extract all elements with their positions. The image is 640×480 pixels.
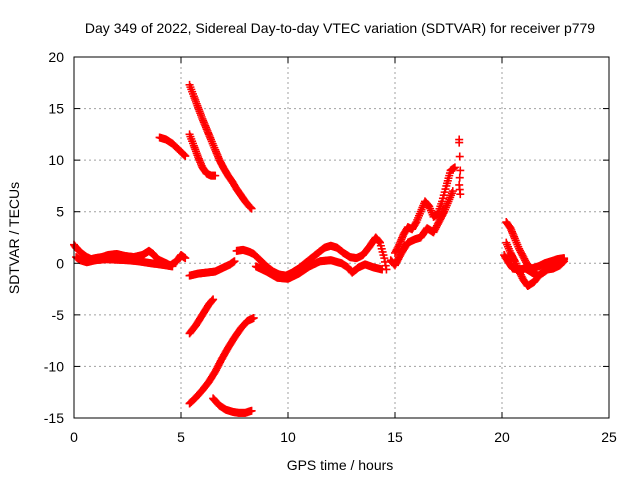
data-point <box>181 254 190 263</box>
data-point <box>247 406 256 415</box>
series-arc-5.4-17 <box>185 80 256 213</box>
chart-title: Day 349 of 2022, Sidereal Day-to-day VTE… <box>85 20 595 36</box>
y-tick-label: 10 <box>48 152 64 168</box>
x-tick-label: 0 <box>70 429 78 445</box>
data-point <box>448 187 457 196</box>
x-tick-label: 15 <box>387 429 403 445</box>
data-point <box>439 209 448 218</box>
grid-layer <box>74 57 609 418</box>
series-baseline-7.6-14.6 <box>232 233 391 280</box>
data-layer <box>70 80 569 417</box>
series-baseline-8.5-low <box>251 256 387 283</box>
x-axis-label: GPS time / hours <box>287 457 394 473</box>
series-baseline-0-low <box>72 253 177 271</box>
y-tick-label: -5 <box>52 307 65 323</box>
data-point <box>211 171 220 180</box>
data-point <box>168 262 177 271</box>
series-arc-5.4-neg1 <box>185 257 239 280</box>
y-tick-label: 5 <box>56 204 64 220</box>
data-point <box>456 190 465 199</box>
x-tick-label: 20 <box>494 429 510 445</box>
series-arc-4-12 <box>155 133 190 161</box>
data-point <box>249 313 258 322</box>
data-point <box>455 173 464 182</box>
tick-layer: 0 5 10 15 20 25 -15 -10 -5 0 5 10 15 20 <box>44 49 617 445</box>
y-tick-label: 0 <box>56 255 64 271</box>
series-isolated-18 <box>455 135 465 199</box>
data-point <box>560 255 569 264</box>
data-point <box>230 257 239 266</box>
y-axis-label: SDTVAR / TECUs <box>6 182 22 294</box>
y-tick-label: -15 <box>44 410 64 426</box>
data-point <box>456 166 465 175</box>
x-tick-label: 10 <box>280 429 296 445</box>
series-cluster-20-23-c <box>500 251 569 280</box>
data-point <box>455 152 464 161</box>
series-rise-15-18-low <box>386 187 457 270</box>
data-point <box>181 152 190 161</box>
plot-frame <box>73 56 610 419</box>
series-arc-6.5-neg13 <box>209 394 256 417</box>
data-point <box>450 163 459 172</box>
data-point <box>247 204 256 213</box>
series-arc-5.4-neg7 <box>185 295 218 338</box>
y-tick-label: -10 <box>44 358 64 374</box>
series-arc-5.4-neg13 <box>185 313 258 408</box>
data-point <box>455 138 464 147</box>
x-tick-label: 25 <box>601 429 617 445</box>
series-arc-5.4-12 <box>185 130 220 180</box>
data-point <box>411 219 420 228</box>
data-point <box>209 295 218 304</box>
x-tick-label: 5 <box>177 429 185 445</box>
y-tick-label: 20 <box>48 49 64 65</box>
data-point <box>378 265 387 274</box>
y-tick-label: 15 <box>48 101 64 117</box>
series-rise-15-18 <box>391 163 459 257</box>
